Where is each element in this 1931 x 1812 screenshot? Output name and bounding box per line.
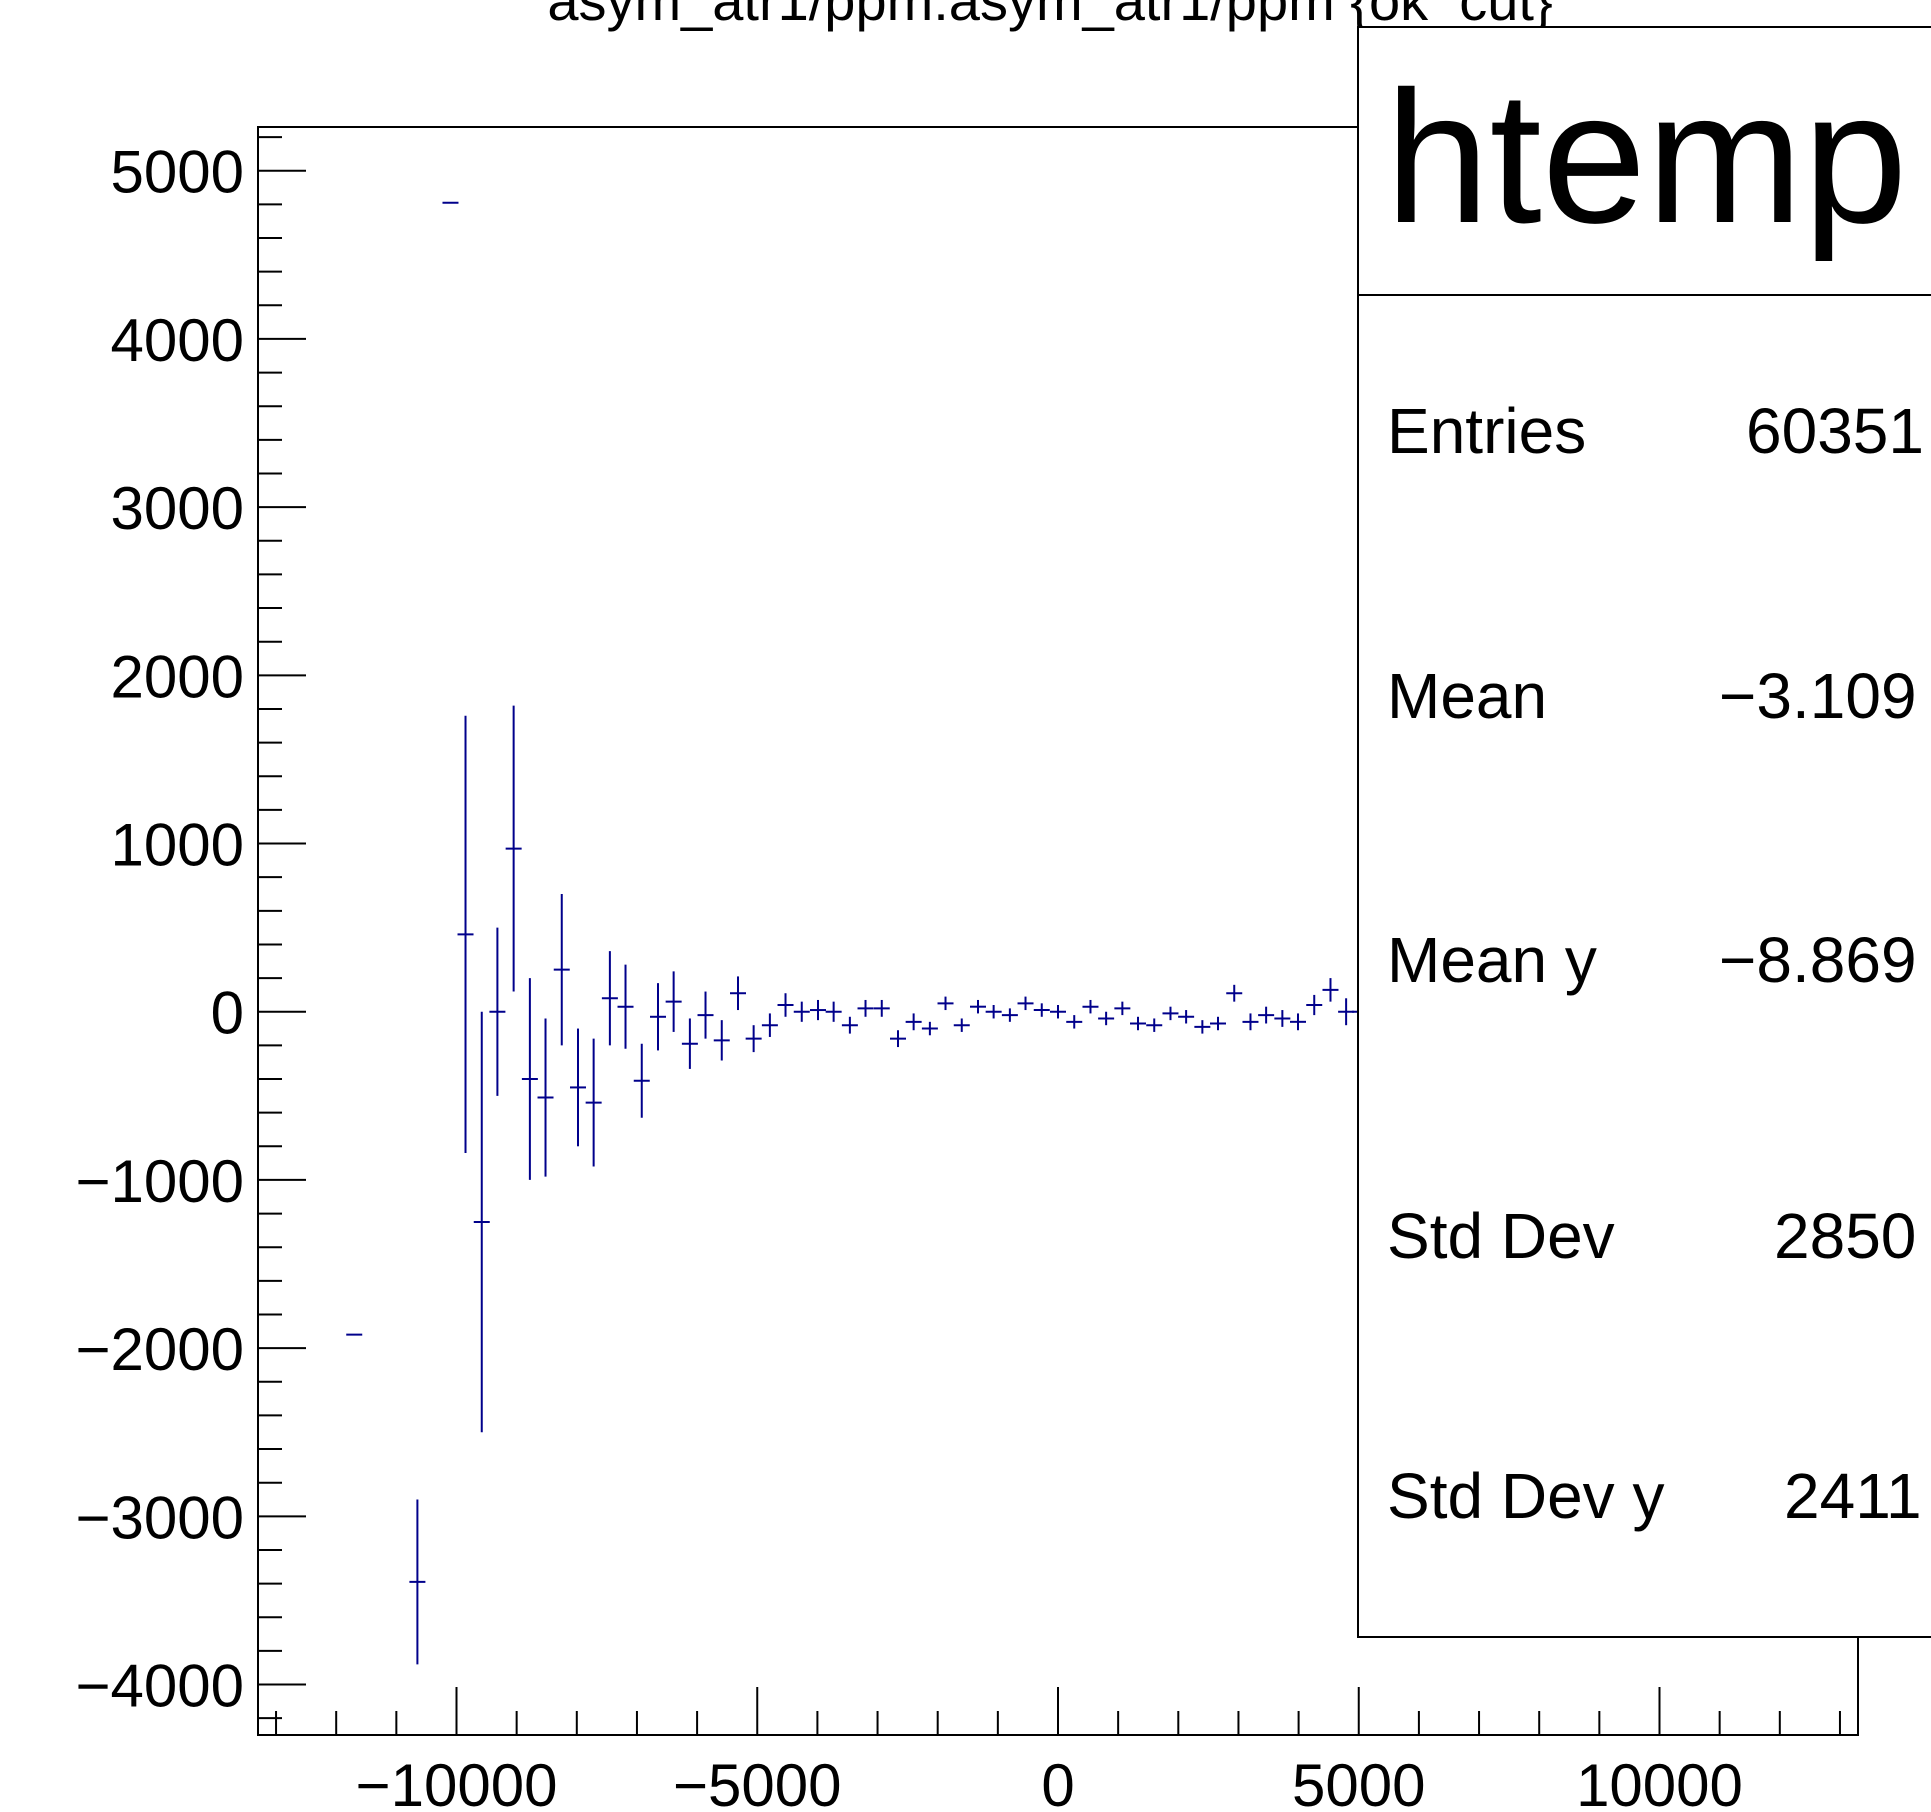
x-tick-label: 0 [1041,1752,1074,1812]
y-tick-label: 3000 [111,475,244,542]
data-point [937,996,954,1011]
data-point [825,1001,842,1022]
data-point [665,971,682,1032]
x-tick-label: 5000 [1292,1752,1425,1812]
data-point [905,1013,922,1031]
stats-value-std-dev: 2850 [1774,1200,1916,1272]
data-point [1001,1008,1018,1022]
data-point [1322,978,1339,1002]
data-point [1290,1013,1306,1031]
data-point [601,951,618,1046]
data-point [730,976,746,1011]
stats-label-entries: Entries [1387,395,1586,467]
data-point [985,1005,1002,1019]
stats-label-std-dev-y: Std Dev y [1387,1460,1664,1532]
data-point [921,1021,938,1036]
y-tick-label: 1000 [111,812,244,879]
data-point [570,1028,586,1147]
data-points [346,201,1368,1665]
data-point [681,1018,698,1069]
y-tick-label: 5000 [111,139,244,206]
data-point [633,1043,650,1118]
x-tick-label: −10000 [356,1752,558,1812]
data-point [617,964,634,1049]
data-point [1050,1005,1066,1019]
y-tick-label: −2000 [75,1316,244,1383]
data-point [650,983,666,1051]
x-tick-label: −5000 [673,1752,842,1812]
data-point [1306,994,1323,1016]
y-axis: −4000 −3000 −2000 −1000 0 1000 2000 3000 4000 500… [75,136,306,1720]
y-tick-label: −3000 [75,1484,244,1551]
data-point [777,993,794,1017]
data-point [1146,1018,1163,1032]
y-tick-label: 4000 [111,307,244,374]
data-point [1130,1016,1146,1031]
stats-value-mean-y: −8.869 [1719,924,1917,996]
x-tick-label: 10000 [1576,1752,1743,1812]
data-point [761,1013,778,1037]
data-point [537,1018,554,1177]
data-point [553,893,570,1046]
data-point [1082,999,1099,1014]
stats-value-mean: −3.109 [1719,660,1917,732]
y-tick-label: −4000 [75,1653,244,1720]
data-point [1242,1013,1259,1031]
data-point [970,999,986,1014]
data-point [1178,1010,1195,1024]
stats-value-entries: 60351 [1746,395,1924,467]
data-point [810,999,826,1021]
data-point [1033,1003,1050,1017]
stats-label-mean: Mean [1387,660,1547,732]
data-point [1162,1006,1179,1021]
data-point [953,1018,970,1032]
data-point [1338,998,1355,1026]
data-point [473,1011,490,1433]
data-point [1274,1010,1291,1027]
data-point [873,999,890,1017]
data-point [457,715,474,1154]
data-point [1017,996,1034,1011]
data-point [1066,1015,1083,1029]
data-point [841,1016,858,1034]
stats-box-name: htemp [1385,52,1908,262]
data-point [505,705,522,992]
data-point [890,1030,906,1048]
data-point [585,1038,602,1167]
data-point [1114,1001,1131,1016]
y-tick-label: −1000 [75,1148,244,1215]
data-point [1098,1011,1115,1026]
data-point [409,1499,426,1665]
data-point [1226,984,1243,1002]
stats-label-std-dev: Std Dev [1387,1200,1615,1272]
data-point [857,999,874,1017]
data-point [793,1001,810,1022]
data-point [745,1025,762,1053]
stats-box: htemp Entries 60351 Mean −3.109 Mean y −… [1357,26,1931,1638]
data-point [1210,1016,1226,1031]
data-point [521,978,538,1180]
y-tick-label: 2000 [111,643,244,710]
data-point [489,927,506,1096]
data-point [697,991,714,1039]
y-tick-label: 0 [211,980,244,1047]
stats-value-std-dev-y: 2411 [1784,1460,1922,1532]
x-axis: −10000 −5000 0 5000 10000 [275,1687,1841,1812]
stats-label-mean-y: Mean y [1387,924,1597,996]
data-point [1258,1006,1275,1024]
data-point [713,1020,730,1061]
data-point [1194,1020,1211,1034]
stats-box-frame [1357,26,1931,1638]
